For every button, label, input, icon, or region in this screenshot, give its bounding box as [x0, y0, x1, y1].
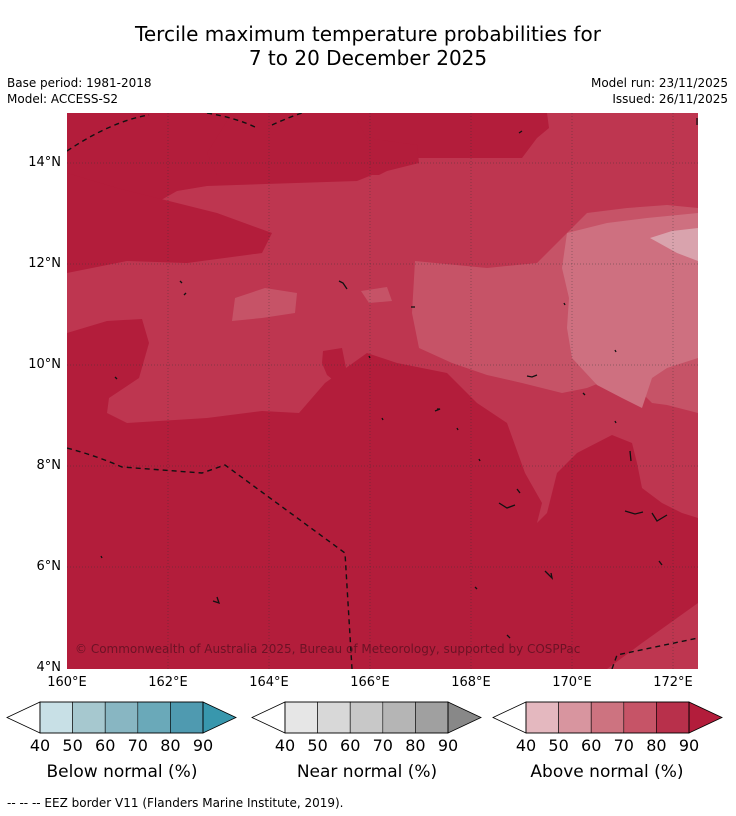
colorbar-near-svg: 40 50 60 70 80 90 — [251, 701, 482, 755]
region-90-northwest — [67, 173, 272, 273]
eez-footnote: -- -- -- EEZ border V11 (Flanders Marine… — [7, 796, 344, 810]
colorbar-near-tick-label: 40 — [275, 736, 295, 755]
colorbar-above-frame — [525, 701, 690, 734]
probability-map: © Commonwealth of Australia 2025, Bureau… — [67, 113, 698, 669]
lon-label: 160°E — [47, 675, 87, 690]
region-90-main — [67, 319, 698, 669]
colorbar-near-segment — [284, 701, 318, 734]
region-60-east — [562, 213, 698, 408]
colorbar-near-tick-label: 60 — [340, 736, 360, 755]
copyright-notice: © Commonwealth of Australia 2025, Bureau… — [75, 642, 580, 656]
region-90-north-center — [207, 121, 419, 175]
colorbar-below-segment — [39, 701, 73, 734]
lon-label: 162°E — [148, 675, 188, 690]
lon-label: 164°E — [249, 675, 289, 690]
colorbar-above-max-arrow — [688, 701, 723, 734]
colorbar-near-tick-label: 80 — [405, 736, 425, 755]
colorbar-near-tick-label: 90 — [438, 736, 458, 755]
chart-title: Tercile maximum temperature probabilitie… — [0, 22, 736, 70]
eez-borders — [67, 113, 698, 669]
lon-label: 166°E — [350, 675, 390, 690]
colorbar-below-tick-label: 40 — [30, 736, 50, 755]
colorbar-near-segment — [349, 701, 384, 734]
grid-lines — [67, 113, 698, 669]
colorbar-below-segments — [39, 701, 204, 734]
colorbar-below: 40 50 60 70 80 90 — [6, 701, 238, 759]
islands — [100, 118, 698, 639]
meta-left: Base period: 1981-2018 Model: ACCESS-S2 — [7, 75, 152, 107]
colorbar-above-tick-label: 90 — [679, 736, 699, 755]
colorbar-below-segment — [72, 701, 106, 734]
colorbar-above-segment — [623, 701, 657, 734]
colorbar-near-max-arrow — [447, 701, 482, 734]
model-name: Model: ACCESS-S2 — [7, 92, 119, 106]
colorbar-below-tick-label: 60 — [95, 736, 115, 755]
colorbar-below-min-arrow — [6, 701, 41, 734]
colorbar-below-segment — [170, 701, 204, 734]
lon-label: 168°E — [451, 675, 491, 690]
base-period: Base period: 1981-2018 — [7, 76, 152, 90]
colorbar-near-segment — [382, 701, 416, 734]
colorbar-above-tick-label: 80 — [646, 736, 666, 755]
colorbar-near-segment — [415, 701, 449, 734]
lat-label: 4°N — [36, 660, 62, 675]
colorbar-above-segment — [656, 701, 690, 734]
colorbar-above-tick-label: 40 — [516, 736, 536, 755]
colorbar-below-title: Below normal (%) — [46, 762, 198, 782]
colorbar-near-segments — [284, 701, 449, 734]
issued-date: Issued: 26/11/2025 — [612, 92, 728, 106]
colorbar-below-tick-label: 50 — [62, 736, 82, 755]
colorbar-near-title: Near normal (%) — [296, 762, 438, 782]
colorbar-above-tick-label: 70 — [614, 736, 634, 755]
colorbar-above-segments — [525, 701, 690, 734]
colorbar-below-frame — [39, 701, 204, 734]
region-90-center-blob — [322, 348, 346, 383]
colorbar-near-frame — [284, 701, 449, 734]
region-70-small — [361, 287, 392, 303]
lat-label: 14°N — [28, 155, 61, 170]
colorbar-above-segment — [558, 701, 592, 734]
colorbar-above-title: Above normal (%) — [530, 762, 684, 782]
colorbar-below-max-arrow — [202, 701, 237, 734]
colorbar-above-min-arrow — [492, 701, 527, 734]
colorbar-near: 40 50 60 70 80 90 — [251, 701, 483, 759]
lat-label: 10°N — [28, 357, 61, 372]
colorbar-above-segment — [525, 701, 559, 734]
colorbar-below-tick-label: 90 — [193, 736, 213, 755]
colorbar-near-tick-label: 50 — [307, 736, 327, 755]
lon-label: 170°E — [552, 675, 592, 690]
colorbar-near-tick-label: 70 — [373, 736, 393, 755]
colorbar-above-svg: 40 50 60 70 80 90 — [492, 701, 723, 755]
lon-label: 172°E — [653, 675, 693, 690]
region-70-islands — [232, 288, 297, 321]
colorbar-above-segment — [590, 701, 625, 734]
region-50-east — [650, 228, 698, 261]
colorbar-near-segment — [317, 701, 351, 734]
colorbar-above: 40 50 60 70 80 90 — [492, 701, 724, 759]
lat-label: 8°N — [36, 458, 62, 473]
colorbar-below-segment — [137, 701, 171, 734]
colorbar-above-tick-label: 60 — [581, 736, 601, 755]
colorbar-below-tick-label: 70 — [128, 736, 148, 755]
colorbar-below-tick-label: 80 — [160, 736, 180, 755]
colorbar-below-svg: 40 50 60 70 80 90 — [6, 701, 237, 755]
colorbar-below-segment — [104, 701, 139, 734]
title-line-2: 7 to 20 December 2025 — [248, 46, 488, 70]
colorbar-above-tick-label: 50 — [548, 736, 568, 755]
model-run: Model run: 23/11/2025 — [590, 76, 728, 90]
colorbar-near-min-arrow — [251, 701, 286, 734]
title-line-1: Tercile maximum temperature probabilitie… — [135, 22, 601, 46]
meta-right: Model run: 23/11/2025 Issued: 26/11/2025 — [591, 75, 728, 107]
lat-label: 12°N — [28, 256, 61, 271]
lat-label: 6°N — [36, 559, 62, 574]
